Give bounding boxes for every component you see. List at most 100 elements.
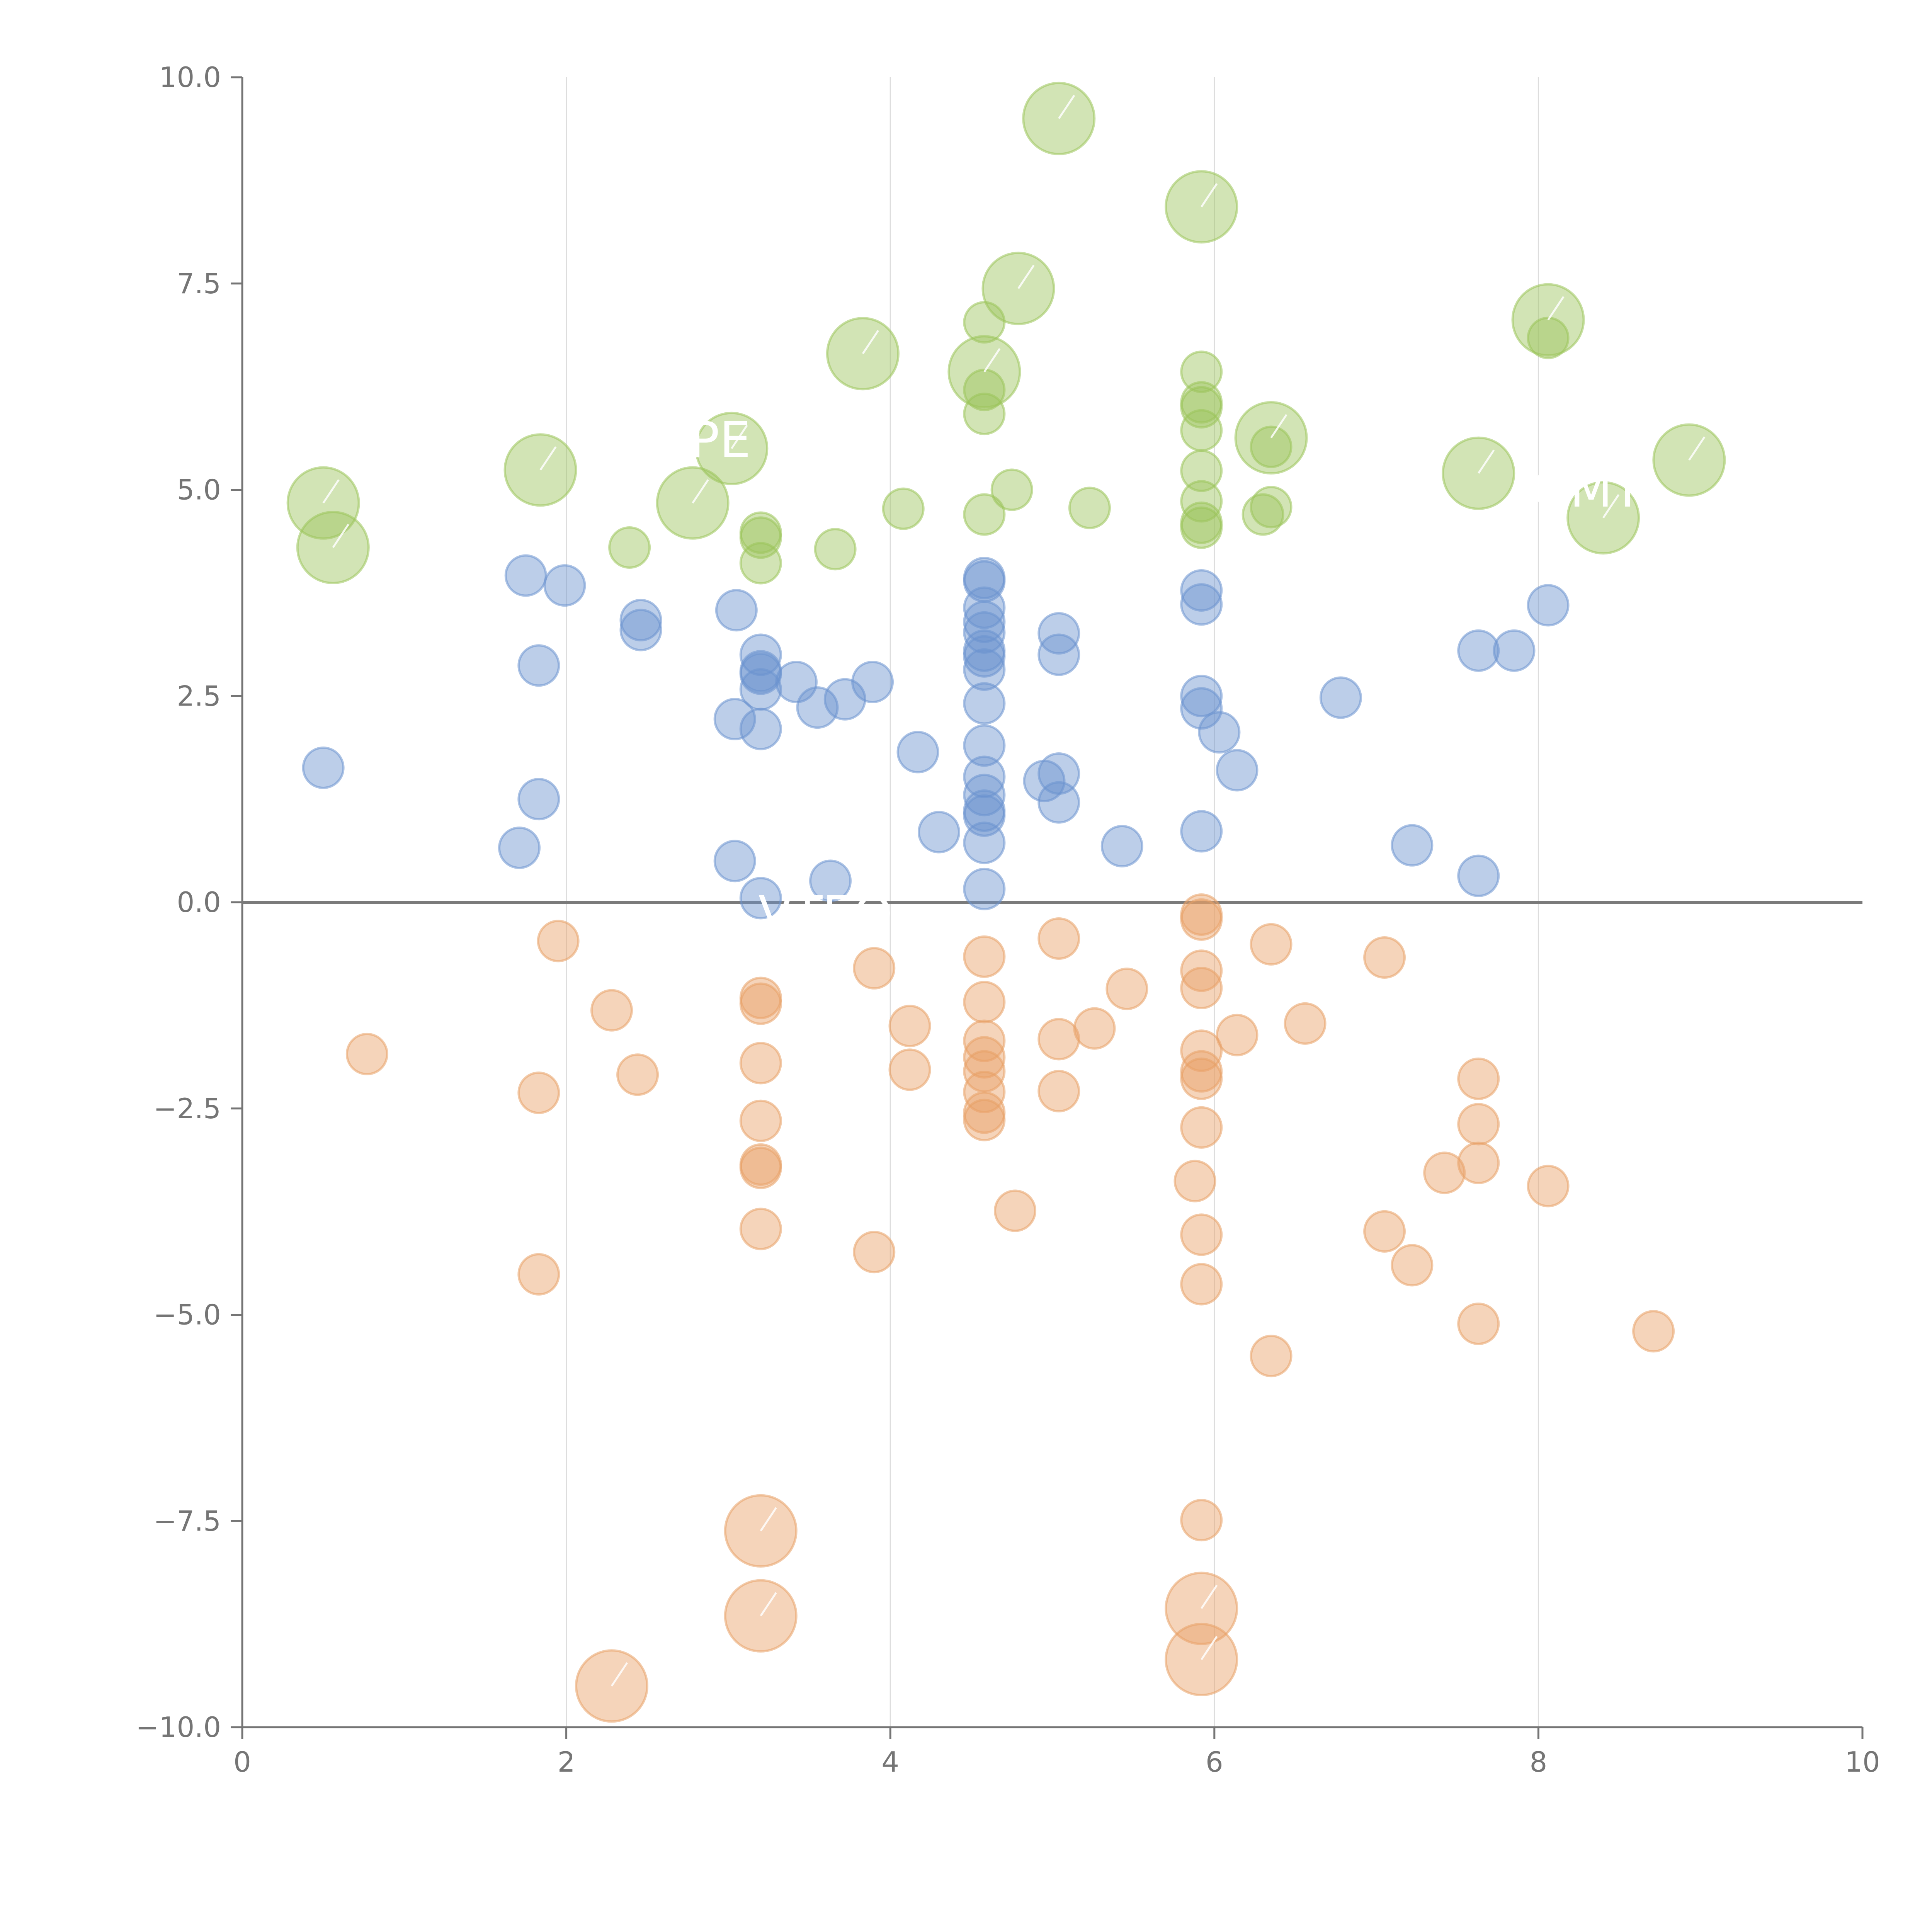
orange-bubble — [739, 982, 782, 1025]
y-tick-label: 2.5 — [177, 680, 221, 712]
bubble-leader-line — [1478, 449, 1495, 474]
y-tick-label: 7.5 — [177, 267, 221, 300]
point-label: VTEQ — [759, 886, 893, 944]
orange-bubble — [963, 1036, 1006, 1079]
blue-bubble — [1216, 749, 1259, 792]
y-tick-label: −7.5 — [153, 1505, 221, 1537]
bubble-leader-line — [1688, 436, 1706, 461]
blue-bubble — [963, 682, 1006, 725]
blue-bubble — [1493, 629, 1536, 672]
orange-bubble — [1073, 1007, 1116, 1050]
green-bubble — [1250, 486, 1293, 529]
blue-bubble — [619, 609, 662, 651]
green-bubble — [1180, 449, 1223, 492]
bubble-leader-line — [1547, 296, 1565, 321]
orange-bubble — [1180, 949, 1223, 992]
orange-bubble — [1391, 1244, 1434, 1287]
orange-bubble — [590, 989, 633, 1032]
x-tick-label: 0 — [233, 1746, 251, 1778]
blue-bubble — [543, 564, 586, 607]
green-bubble — [1527, 316, 1570, 359]
blue-bubble — [1180, 810, 1223, 853]
bubble-leader-line — [731, 425, 748, 449]
blue-bubble — [963, 635, 1006, 678]
blue-bubble — [1198, 711, 1241, 754]
blue-bubble — [302, 746, 345, 789]
y-tick-label: −10.0 — [136, 1711, 221, 1743]
bubble-leader-line — [983, 348, 1001, 372]
y-tick-label: 0.0 — [177, 886, 221, 918]
blue-bubble — [963, 611, 1006, 654]
orange-bubble — [963, 1099, 1006, 1141]
green-bubble — [1250, 425, 1293, 468]
green-bubble — [1180, 350, 1223, 393]
blue-bubble — [1180, 583, 1223, 626]
y-tick-label: −5.0 — [153, 1299, 221, 1331]
axes-layer: 0 2 4 6 8 10 10.0 7.5 5.0 2.5 0.0 −2.5 −5.0 −7.5 −10.0 — [136, 61, 1880, 1778]
y-tick-label: 5.0 — [177, 474, 221, 506]
orange-bubble — [345, 1032, 388, 1075]
x-tick-label: 4 — [881, 1746, 899, 1778]
bubble-leader-line — [1201, 1636, 1218, 1660]
blue-bubble — [1180, 569, 1223, 612]
blue-bubble — [1527, 584, 1570, 627]
x-tick-label: 6 — [1206, 1746, 1223, 1778]
green-bubble — [1180, 409, 1223, 452]
blue-bubble — [796, 686, 839, 729]
orange-bubble — [1423, 1151, 1466, 1194]
y-tick-label: 10.0 — [159, 61, 221, 94]
blue-bubble — [1100, 825, 1143, 867]
orange-bubble — [888, 1048, 931, 1091]
blue-bubble — [823, 678, 866, 721]
blue-bubble — [713, 698, 756, 741]
green-bubble — [608, 526, 651, 569]
orange-bubble — [1105, 968, 1148, 1010]
x-tick-label: 10 — [1845, 1746, 1880, 1778]
bubble-leader-line — [760, 1592, 777, 1617]
green-bubble — [739, 542, 782, 585]
blue-bubble — [715, 589, 758, 632]
green-bubble — [1068, 486, 1111, 529]
bubble-leader-line — [1058, 95, 1075, 119]
green-bubble — [963, 369, 1006, 412]
green-bubble — [814, 528, 857, 571]
x-tick-label: 2 — [558, 1746, 575, 1778]
blue-bubble — [619, 599, 662, 641]
blue-bubble — [517, 644, 560, 687]
bubble-leader-line — [1201, 183, 1218, 207]
orange-bubble — [1180, 898, 1223, 941]
green-bubble — [882, 487, 925, 530]
orange-bubble — [1180, 1213, 1223, 1256]
orange-bubble — [537, 920, 580, 963]
bubble-leader-line — [1602, 494, 1620, 519]
orange-bubble — [1527, 1165, 1570, 1208]
blue-bubble — [851, 660, 894, 703]
blue-bubble — [517, 778, 560, 821]
orange-bubble — [739, 1099, 782, 1142]
blue-bubble — [1457, 629, 1500, 672]
orange-bubble — [739, 1146, 782, 1189]
orange-bubble — [963, 981, 1006, 1024]
orange-bubble — [739, 1208, 782, 1250]
bubble-leader-line — [611, 1662, 628, 1687]
orange-bubble — [616, 1053, 659, 1096]
blue-bubble — [963, 755, 1006, 798]
bubble-leader-line — [1017, 265, 1035, 289]
orange-bubble — [963, 935, 1006, 978]
blue-bubble — [1037, 752, 1080, 795]
green-bubble — [1242, 493, 1284, 536]
orange-bubble — [517, 1071, 560, 1114]
orange-bubble — [1457, 1302, 1500, 1345]
orange-bubble — [1363, 1210, 1406, 1253]
orange-bubble — [1457, 1057, 1500, 1100]
blue-bubble — [896, 731, 939, 774]
x-tick-label: 8 — [1529, 1746, 1547, 1778]
orange-bubble — [1250, 923, 1293, 966]
orange-bubble — [1180, 1057, 1223, 1100]
orange-bubble — [1180, 1263, 1223, 1306]
orange-bubble — [1180, 1499, 1223, 1542]
orange-bubble — [1037, 917, 1080, 960]
orange-bubble — [1284, 1002, 1327, 1045]
green-bubble — [963, 493, 1006, 536]
